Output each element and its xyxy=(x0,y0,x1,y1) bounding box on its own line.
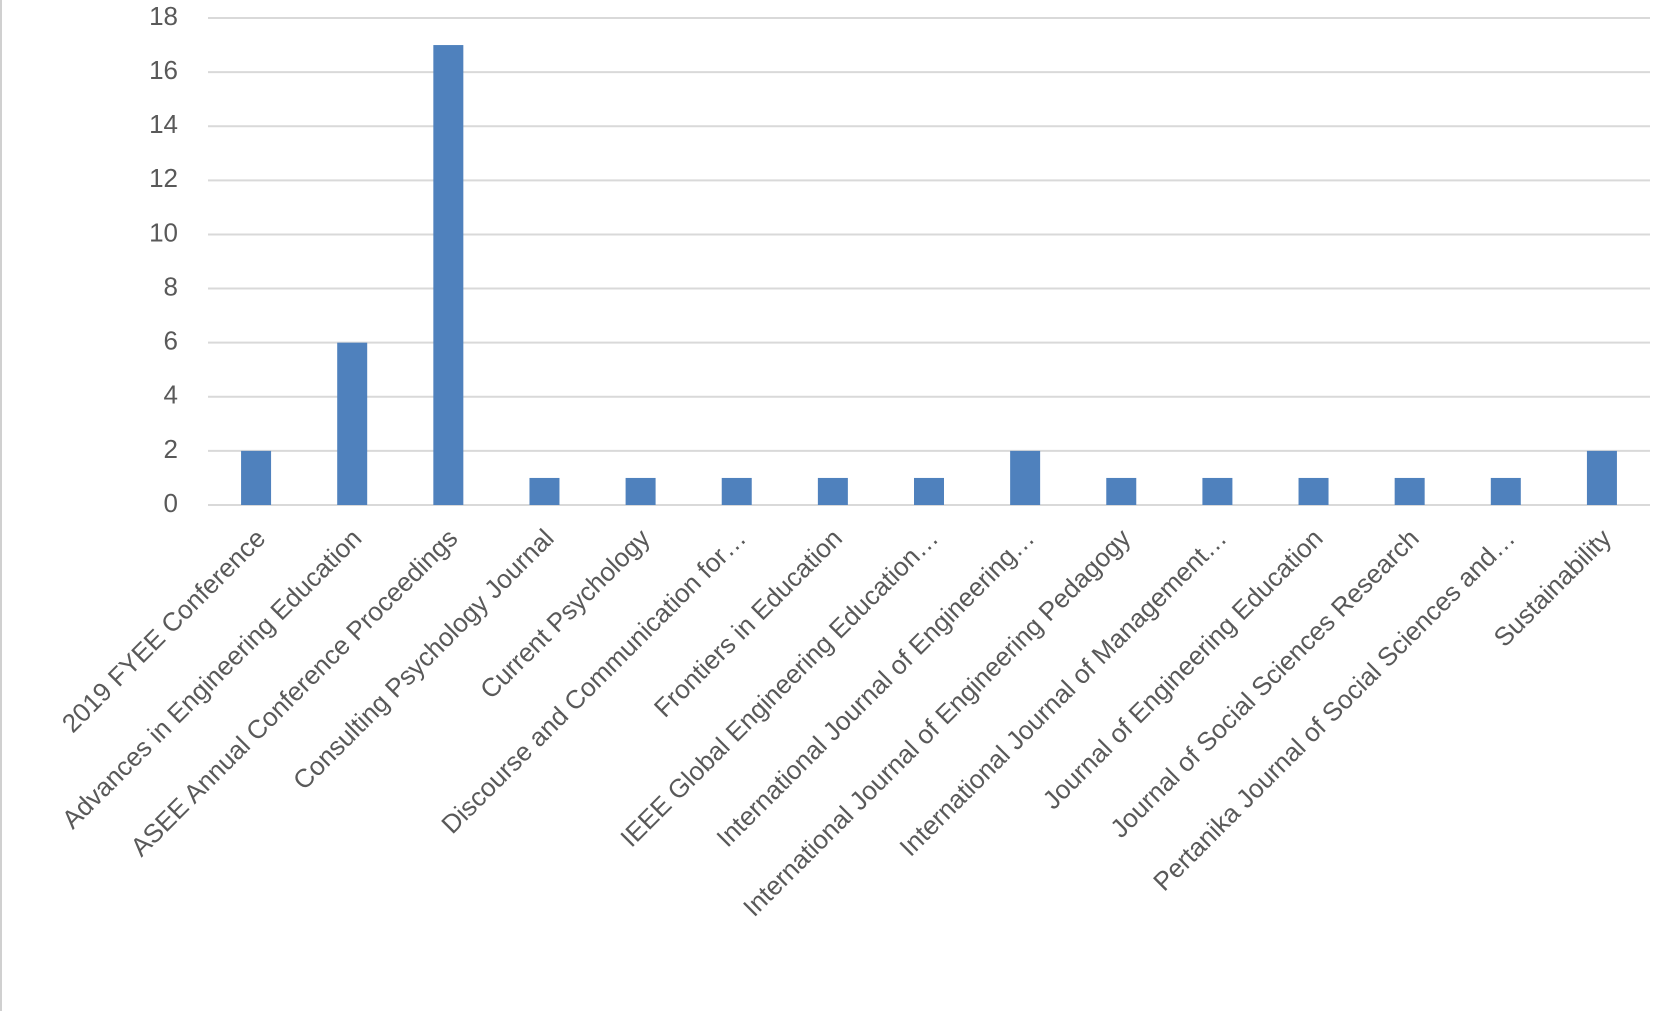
bar xyxy=(433,45,464,506)
bar xyxy=(241,450,272,505)
bar xyxy=(337,342,368,505)
y-tick-label: 12 xyxy=(149,163,178,193)
bar xyxy=(1586,450,1617,505)
y-tick-label: 16 xyxy=(149,55,178,85)
bar xyxy=(914,477,944,505)
bar xyxy=(625,477,656,505)
x-tick-label: Pertanika Journal of Social Sciences and… xyxy=(1147,523,1521,897)
y-tick-label: 8 xyxy=(164,271,178,301)
bar xyxy=(1490,477,1521,505)
bar xyxy=(529,477,560,505)
bar xyxy=(1202,477,1233,505)
y-tick-label: 18 xyxy=(149,1,178,31)
bar xyxy=(1106,477,1137,505)
y-tick-label: 4 xyxy=(164,380,178,410)
y-tick-label: 2 xyxy=(164,434,178,464)
y-tick-label: 14 xyxy=(149,109,178,139)
bar xyxy=(1010,450,1041,505)
y-tick-label: 10 xyxy=(149,217,178,247)
bar xyxy=(1394,477,1425,505)
bar xyxy=(817,477,848,505)
x-tick-label: Current Psychology xyxy=(474,523,656,705)
x-tick-label: Frontiers in Education xyxy=(648,523,848,723)
bar xyxy=(1298,477,1329,505)
bar xyxy=(721,477,752,505)
y-tick-label: 0 xyxy=(164,488,178,518)
y-tick-label: 6 xyxy=(164,326,178,356)
